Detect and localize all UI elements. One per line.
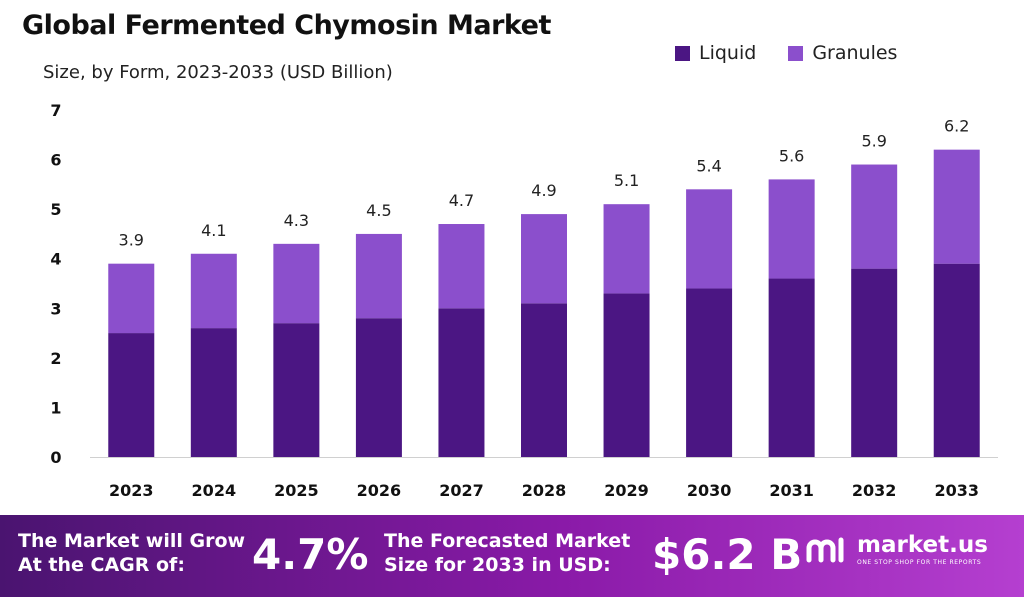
legend-item-granules: Granules <box>788 42 897 64</box>
forecast-value: $6.2 B <box>652 530 803 579</box>
y-tick-label: 2 <box>50 349 61 368</box>
bar-liquid-2031 <box>768 278 815 457</box>
legend-swatch-granules <box>788 45 804 61</box>
cagr-value: 4.7% <box>252 530 369 579</box>
cagr-label-line2: At the CAGR of: <box>18 554 185 576</box>
data-label-total-2029: 5.1 <box>614 171 639 190</box>
data-label-total-2027: 4.7 <box>449 191 474 210</box>
brand-tagline: ONE STOP SHOP FOR THE REPORTS <box>857 559 982 566</box>
bar-granules-2031 <box>768 179 815 279</box>
bar-liquid-2024 <box>190 328 237 457</box>
x-tick-label-2030: 2030 <box>687 481 732 500</box>
y-tick-label: 0 <box>50 448 61 467</box>
legend-swatch-liquid <box>675 45 690 61</box>
bar-granules-2026 <box>355 233 402 319</box>
legend-label-granules: Granules <box>812 42 898 64</box>
bar-granules-2029 <box>603 204 650 294</box>
data-label-total-2028: 4.9 <box>531 181 556 200</box>
bar-liquid-2033 <box>933 263 980 457</box>
forecast-label-line2: Size for 2033 in USD: <box>384 554 611 576</box>
bar-liquid-2023 <box>108 333 155 457</box>
brand-logo: market.us ONE STOP SHOP FOR THE REPORTS <box>805 533 988 566</box>
y-tick-label: 3 <box>50 299 61 318</box>
x-tick-label-2026: 2026 <box>357 481 402 500</box>
chart-subtitle: Size, by Form, 2023-2033 (USD Billion) <box>43 62 393 83</box>
data-label-total-2032: 5.9 <box>861 132 886 151</box>
data-label-total-2026: 4.5 <box>366 201 391 220</box>
x-tick-label-2031: 2031 <box>769 481 814 500</box>
y-tick-label: 5 <box>50 200 61 219</box>
x-tick-label-2028: 2028 <box>522 481 567 500</box>
x-tick-label-2024: 2024 <box>192 481 237 500</box>
bar-granules-2030 <box>686 189 733 289</box>
bar-liquid-2030 <box>686 288 733 457</box>
chart-legend: Liquid Granules <box>675 42 919 64</box>
legend-label-liquid: Liquid <box>699 42 757 64</box>
bar-liquid-2027 <box>438 308 485 457</box>
data-label-total-2024: 4.1 <box>201 221 226 240</box>
forecast-label: The Forecasted Market Size for 2033 in U… <box>384 529 630 577</box>
y-tick-label: 4 <box>50 250 61 269</box>
market-us-logo-icon <box>806 537 844 562</box>
cagr-label-line1: The Market will Grow <box>18 530 246 552</box>
legend-item-liquid: Liquid <box>675 42 756 64</box>
bar-granules-2023 <box>108 263 155 334</box>
data-label-total-2031: 5.6 <box>779 146 804 165</box>
data-label-total-2025: 4.3 <box>284 211 309 230</box>
footer-banner: The Market will Grow At the CAGR of: 4.7… <box>0 515 1024 597</box>
data-label-total-2030: 5.4 <box>696 156 721 175</box>
x-tick-label-2023: 2023 <box>109 481 154 500</box>
data-label-total-2023: 3.9 <box>119 231 144 250</box>
bar-liquid-2028 <box>521 303 567 457</box>
bar-liquid-2026 <box>355 318 402 457</box>
bar-granules-2033 <box>933 149 980 264</box>
bar-liquid-2025 <box>273 323 320 457</box>
stacked-bar-chart: 0 1 2 3 4 5 6 7 3.9 2023 4.1 2024 4.3 2025 4.5 2026 4.7 2… <box>50 101 998 500</box>
y-tick-label: 6 <box>50 151 61 170</box>
forecast-label-line1: The Forecasted Market <box>384 530 631 552</box>
bar-granules-2025 <box>273 243 320 324</box>
y-tick-label: 1 <box>50 398 61 417</box>
x-tick-label-2027: 2027 <box>439 481 484 500</box>
x-tick-label-2025: 2025 <box>274 481 319 500</box>
bar-liquid-2029 <box>603 293 650 457</box>
chart-title: Global Fermented Chymosin Market <box>22 10 551 41</box>
brand-name: market.us <box>857 532 988 558</box>
cagr-label: The Market will Grow At the CAGR of: <box>18 529 245 577</box>
x-tick-label-2032: 2032 <box>852 481 897 500</box>
x-tick-label-2029: 2029 <box>604 481 649 500</box>
bar-granules-2028 <box>521 214 567 304</box>
bar-granules-2024 <box>190 253 237 329</box>
y-tick-label: 7 <box>50 101 61 120</box>
bar-liquid-2032 <box>851 268 898 457</box>
x-tick-label-2033: 2033 <box>934 481 979 500</box>
bar-granules-2032 <box>851 164 898 269</box>
data-label-total-2033: 6.2 <box>944 117 969 136</box>
bar-granules-2027 <box>438 224 485 309</box>
